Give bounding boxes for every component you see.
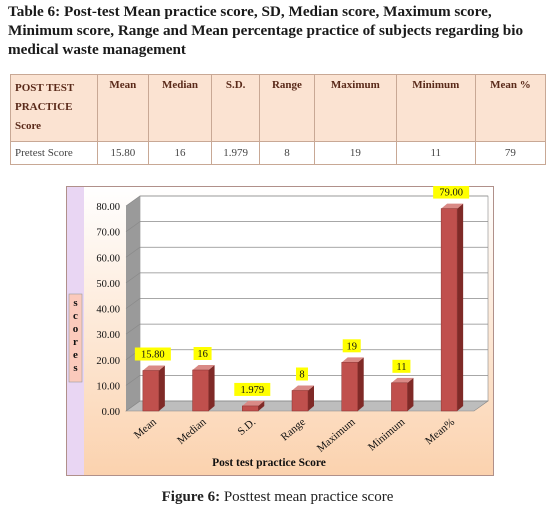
bar-front <box>192 369 209 412</box>
table-cell: 1.979 <box>211 141 260 165</box>
bar <box>142 365 165 412</box>
bar-side <box>158 365 165 411</box>
table-cell: 16 <box>147 141 213 165</box>
grid-line <box>125 323 488 335</box>
bar-top <box>341 357 364 363</box>
y-tick-label: 10.00 <box>96 381 120 392</box>
table-cell: 79 <box>474 141 547 165</box>
table-title: Table 6: Post-test Mean practice score, … <box>8 3 524 58</box>
bar-front <box>440 208 458 412</box>
x-axis-title: Post test practice Score <box>212 457 326 469</box>
grid-line <box>125 195 488 207</box>
bar-top <box>441 203 464 209</box>
y-tick-label: 70.00 <box>96 228 120 239</box>
y-axis-label-letter: s <box>73 297 78 309</box>
data-label-box <box>342 339 361 353</box>
table-cell: 19 <box>313 141 397 165</box>
data-label-box <box>392 359 411 373</box>
ylabel-box <box>68 293 83 383</box>
bar-front <box>341 362 358 412</box>
y-tick-label: 80.00 <box>96 202 120 213</box>
grid-line <box>125 272 488 284</box>
bar-side <box>308 385 314 411</box>
figure-caption-text: Posttest mean practice score <box>223 489 394 505</box>
table-row: Pretest Score 15.80 16 1.979 8 19 11 79 <box>10 141 547 165</box>
y-axis-label-letter: c <box>73 310 78 322</box>
bar-top <box>142 365 165 371</box>
data-label: 1.979 <box>240 385 264 396</box>
table-header-row: POST TEST PRACTICE Score Mean Median S.D… <box>10 74 547 142</box>
bar <box>440 203 464 412</box>
table-cell: 8 <box>258 141 315 165</box>
bar-side <box>357 357 364 411</box>
bar <box>192 365 215 412</box>
y-tick-label: 40.00 <box>96 305 120 316</box>
grid-line <box>125 375 488 386</box>
bar-front <box>391 382 408 412</box>
y-axis-label-letter: e <box>73 349 78 361</box>
bar-top <box>242 400 265 406</box>
bar-top <box>192 365 215 370</box>
bar-front <box>142 370 160 412</box>
grid-line <box>125 246 488 258</box>
header-cell: S.D. <box>211 74 260 142</box>
bar-chart: 0.00 10.00 20.00 30.00 40.00 50.00 60.00 70.00 8… <box>66 186 494 476</box>
y-tick-label: 0.00 <box>102 407 120 418</box>
header-cell: POST TEST PRACTICE Score <box>10 74 98 142</box>
data-label: 16 <box>197 349 208 360</box>
y-axis-label-letter: s <box>73 362 78 374</box>
data-label: 19 <box>346 341 357 352</box>
bar <box>242 400 265 412</box>
y-tick-label: 50.00 <box>96 279 120 290</box>
bar-top <box>391 377 414 383</box>
header-cell: Maximum <box>313 74 397 142</box>
figure-caption: Figure 6: Posttest mean practice score <box>0 489 555 506</box>
bar <box>391 377 414 412</box>
bar-front <box>242 405 259 412</box>
data-label-box <box>296 367 308 381</box>
data-label: 8 <box>299 370 304 381</box>
table-cell: 11 <box>395 141 476 165</box>
y-axis-label-letter: o <box>73 323 79 335</box>
data-label-box <box>433 186 470 199</box>
header-cell: Mean <box>97 74 149 142</box>
bar <box>341 357 364 412</box>
y-tick-label: 20.00 <box>96 356 120 367</box>
bar <box>291 385 314 412</box>
y-axis-label-letter: r <box>73 336 78 348</box>
header-cell: Median <box>147 74 213 142</box>
y-tick-label: 60.00 <box>96 253 120 264</box>
data-label: 11 <box>396 362 406 373</box>
data-label-box <box>134 347 171 361</box>
data-label-box <box>193 347 212 360</box>
grid-line <box>125 221 488 232</box>
data-label: 15.80 <box>141 350 165 361</box>
figure-caption-label: Figure 6: <box>161 489 221 505</box>
data-label: 79.00 <box>439 188 463 199</box>
table-cell: Pretest Score <box>10 141 98 165</box>
bar-side <box>258 400 265 411</box>
bar-side <box>407 377 414 411</box>
data-label-box <box>234 382 271 396</box>
y-tick-label: 30.00 <box>96 330 120 341</box>
bar-side <box>457 203 464 411</box>
bar-top <box>292 385 314 391</box>
header-cell: Range <box>258 74 315 142</box>
header-cell: Minimum <box>395 74 476 142</box>
grid-line <box>125 400 488 412</box>
results-table: POST TEST PRACTICE Score Mean Median S.D… <box>10 74 547 165</box>
bar-side <box>208 365 215 411</box>
header-cell: Mean % <box>474 74 547 142</box>
bar-front <box>291 390 309 412</box>
grid-line <box>125 298 488 309</box>
table-cell: 15.80 <box>97 141 149 165</box>
